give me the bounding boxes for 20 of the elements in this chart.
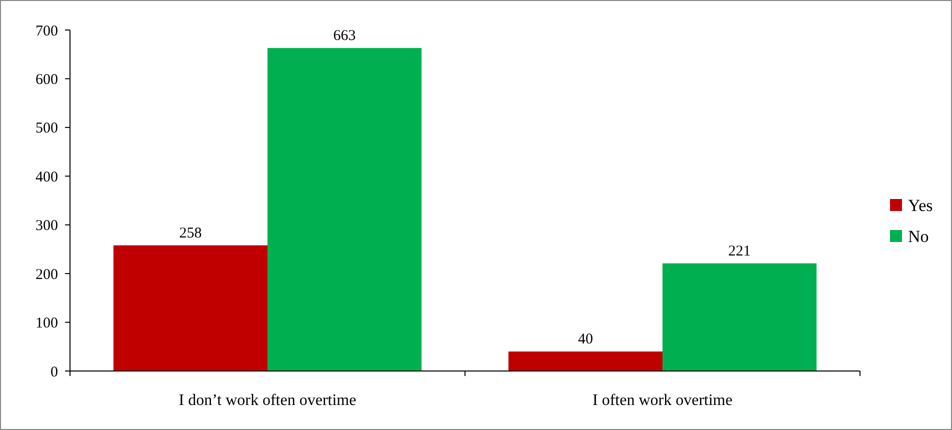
y-tick-label: 200 [36, 266, 58, 283]
y-tick-label: 400 [36, 169, 58, 186]
data-label: 40 [578, 332, 593, 348]
bar [268, 48, 422, 371]
legend-label: Yes [908, 196, 933, 215]
data-label: 663 [333, 28, 356, 44]
bar [508, 352, 662, 371]
y-tick-label: 500 [36, 120, 58, 137]
legend-label: No [908, 226, 929, 246]
bar [662, 263, 817, 371]
data-label: 258 [179, 225, 202, 242]
x-tick-label: I don’t work often overtime [178, 392, 356, 409]
y-tick-label: 0 [50, 364, 58, 380]
bar [113, 245, 268, 371]
y-tick-label: 100 [36, 316, 58, 332]
x-tick-label: I often work overtime [592, 392, 732, 409]
y-tick-label: 300 [36, 218, 58, 234]
y-tick-label: 600 [36, 72, 58, 88]
y-tick-label: 700 [36, 23, 58, 40]
data-label: 221 [728, 243, 751, 260]
